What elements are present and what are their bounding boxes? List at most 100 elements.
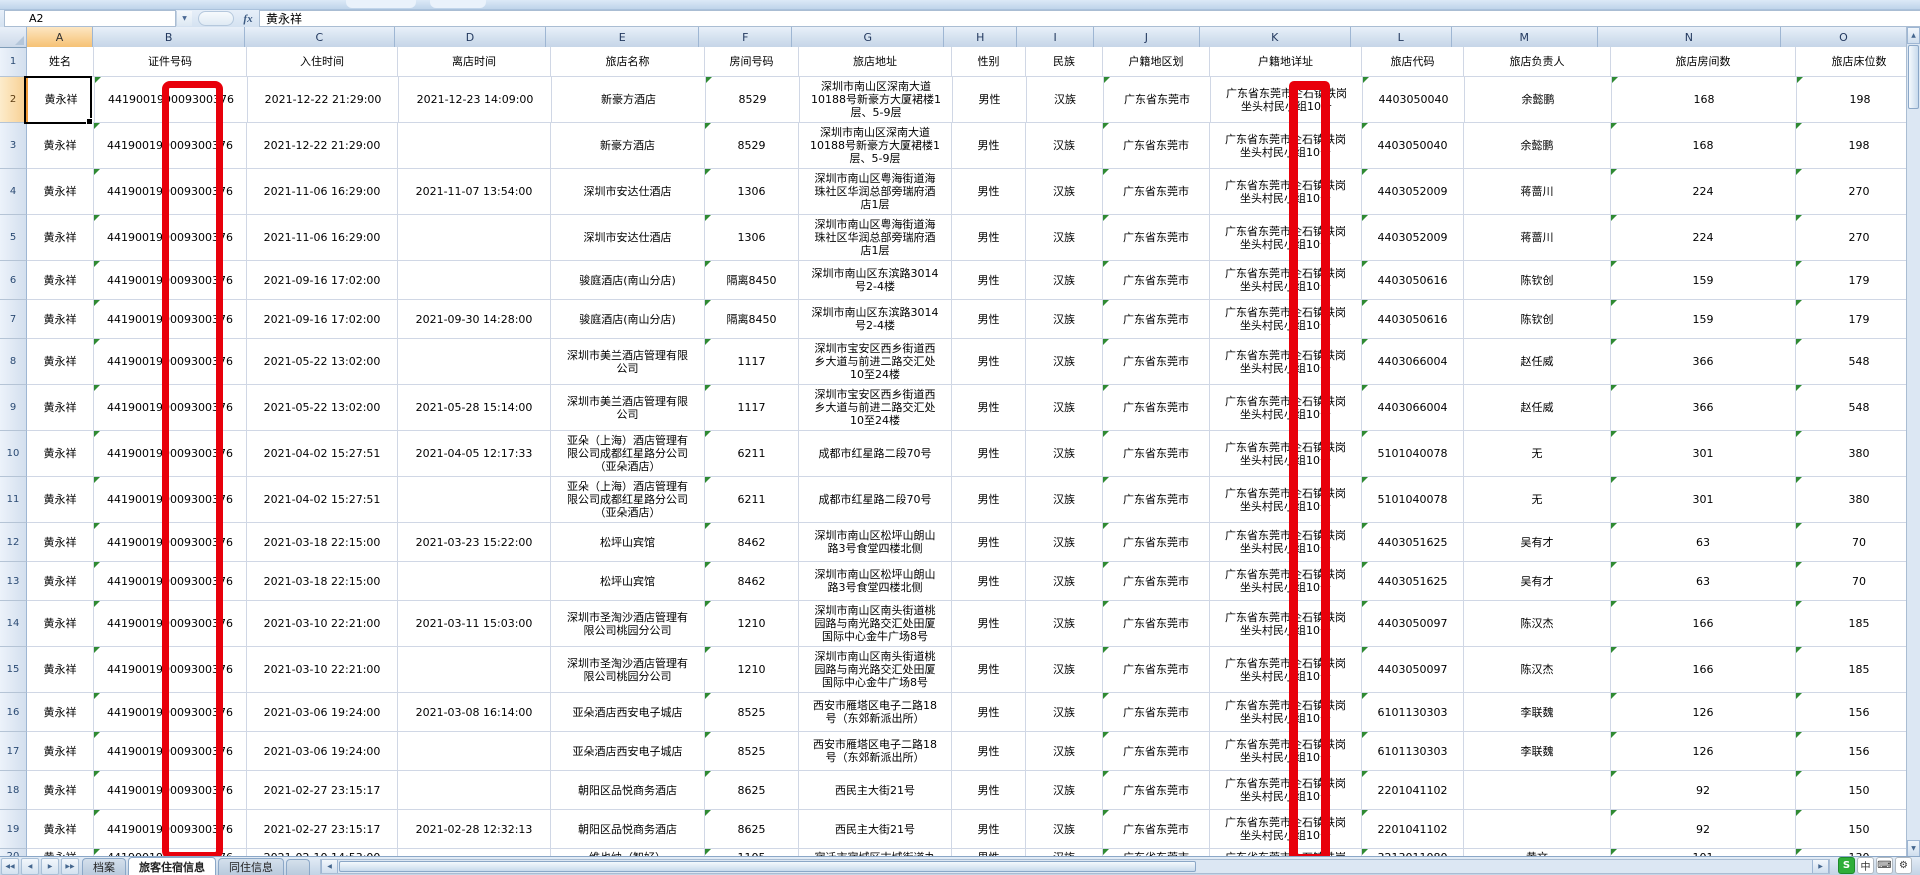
cell-E7[interactable]: 骏庭酒店(南山分店) [551,300,705,339]
cell-L14[interactable]: 4403050097 [1362,601,1464,647]
cell-J14[interactable]: 广东省东莞市 [1103,601,1210,647]
row-header-18[interactable]: 18 [0,771,27,810]
cell-F6[interactable]: 隔离8450 [705,261,799,300]
cell-I13[interactable]: 汉族 [1026,562,1103,601]
cell-O4[interactable]: 270 [1796,169,1907,215]
cell-D2[interactable]: 2021-12-23 14:09:00 [399,77,552,123]
cell-G13[interactable]: 深圳市南山区松坪山朗山 路3号食堂四楼北侧 [799,562,952,601]
cell-I11[interactable]: 汉族 [1026,477,1103,523]
row-header-4[interactable]: 4 [0,169,27,215]
cell-L19[interactable]: 2201041102 [1362,810,1464,849]
cell-O7[interactable]: 179 [1796,300,1907,339]
cell-L15[interactable]: 4403050097 [1362,647,1464,693]
select-all-button[interactable] [0,27,27,48]
cell-M2[interactable]: 余懿鹏 [1465,77,1612,123]
cell-D11[interactable] [398,477,551,523]
cell-L12[interactable]: 4403051625 [1362,523,1464,562]
cell-N3[interactable]: 168 [1611,123,1796,169]
cell-G1[interactable]: 旅店地址 [799,47,952,77]
cell-F15[interactable]: 1210 [705,647,799,693]
cell-I3[interactable]: 汉族 [1026,123,1103,169]
cell-J17[interactable]: 广东省东莞市 [1103,732,1210,771]
cell-C4[interactable]: 2021-11-06 16:29:00 [247,169,398,215]
cell-K20[interactable]: 广东省东莞市企石镇铁岗 坐头村民小组10号 [1210,849,1362,857]
cell-I5[interactable]: 汉族 [1026,215,1103,261]
cell-M5[interactable]: 蒋蔷川 [1464,215,1611,261]
cell-E19[interactable]: 朝阳区品悦商务酒店 [551,810,705,849]
cell-C18[interactable]: 2021-02-27 23:15:17 [247,771,398,810]
cell-J2[interactable]: 广东省东莞市 [1104,77,1211,123]
row-header-16[interactable]: 16 [0,693,27,732]
cell-C14[interactable]: 2021-03-10 22:21:00 [247,601,398,647]
cell-N16[interactable]: 126 [1611,693,1796,732]
cell-J6[interactable]: 广东省东莞市 [1103,261,1210,300]
cell-N10[interactable]: 301 [1611,431,1796,477]
ime-keyboard-icon[interactable]: ⌨ [1876,857,1893,874]
cell-O20[interactable]: 130 [1796,849,1907,857]
ime-chinese-mode-icon[interactable]: 中 [1857,857,1874,874]
cell-G3[interactable]: 深圳市南山区深南大道 10188号新豪方大厦裙楼1 层、5-9层 [799,123,952,169]
cell-L20[interactable]: 3213011080 [1362,849,1464,857]
cell-A16[interactable]: 黄永祥 [27,693,94,732]
cell-G10[interactable]: 成都市红星路二段70号 [799,431,952,477]
cell-G4[interactable]: 深圳市南山区粤海街道海 珠社区华润总部旁瑞府酒 店1层 [799,169,952,215]
cell-M9[interactable]: 赵任威 [1464,385,1611,431]
cell-J3[interactable]: 广东省东莞市 [1103,123,1210,169]
cell-C7[interactable]: 2021-09-16 17:02:00 [247,300,398,339]
cell-O6[interactable]: 179 [1796,261,1907,300]
cell-L8[interactable]: 4403066004 [1362,339,1464,385]
cell-M11[interactable]: 无 [1464,477,1611,523]
first-sheet-button[interactable]: ◀◀ [1,857,19,875]
horizontal-scrollbar[interactable]: ◀ ▶ [320,858,1830,874]
cell-D7[interactable]: 2021-09-30 14:28:00 [398,300,551,339]
row-header-11[interactable]: 11 [0,477,27,523]
cell-I16[interactable]: 汉族 [1026,693,1103,732]
cell-E8[interactable]: 深圳市美兰酒店管理有限 公司 [551,339,705,385]
cell-M18[interactable] [1464,771,1611,810]
cell-D18[interactable] [398,771,551,810]
cell-N17[interactable]: 126 [1611,732,1796,771]
cell-K15[interactable]: 广东省东莞市企石镇铁岗 坐头村民小组10号 [1210,647,1362,693]
cell-H2[interactable]: 男性 [953,77,1027,123]
cell-A13[interactable]: 黄永祥 [27,562,94,601]
cell-I20[interactable]: 汉族 [1026,849,1103,857]
cell-N13[interactable]: 63 [1611,562,1796,601]
cell-I8[interactable]: 汉族 [1026,339,1103,385]
cell-E17[interactable]: 亚朵酒店西安电子城店 [551,732,705,771]
cell-N12[interactable]: 63 [1611,523,1796,562]
cell-I2[interactable]: 汉族 [1027,77,1104,123]
cell-G7[interactable]: 深圳市南山区东滨路3014 号2-4楼 [799,300,952,339]
cell-E11[interactable]: 亚朵（上海）酒店管理有 限公司成都红星路分公司 （亚朵酒店） [551,477,705,523]
cell-A17[interactable]: 黄永祥 [27,732,94,771]
cell-N7[interactable]: 159 [1611,300,1796,339]
cell-J18[interactable]: 广东省东莞市 [1103,771,1210,810]
cell-K4[interactable]: 广东省东莞市企石镇铁岗 坐头村民小组10号 [1210,169,1362,215]
cell-C10[interactable]: 2021-04-02 15:27:51 [247,431,398,477]
cell-G19[interactable]: 西民主大街21号 [799,810,952,849]
cell-K11[interactable]: 广东省东莞市企石镇铁岗 坐头村民小组10号 [1210,477,1362,523]
cell-D1[interactable]: 离店时间 [398,47,551,77]
cell-E18[interactable]: 朝阳区品悦商务酒店 [551,771,705,810]
cell-C13[interactable]: 2021-03-18 22:15:00 [247,562,398,601]
cell-D14[interactable]: 2021-03-11 15:03:00 [398,601,551,647]
cell-C1[interactable]: 入住时间 [247,47,398,77]
cell-O15[interactable]: 185 [1796,647,1907,693]
cell-N19[interactable]: 92 [1611,810,1796,849]
cell-M13[interactable]: 吴有才 [1464,562,1611,601]
cell-M17[interactable]: 李联魏 [1464,732,1611,771]
row-header-5[interactable]: 5 [0,215,27,261]
cell-F19[interactable]: 8625 [705,810,799,849]
cell-I15[interactable]: 汉族 [1026,647,1103,693]
cell-H7[interactable]: 男性 [952,300,1026,339]
cell-L7[interactable]: 4403050616 [1362,300,1464,339]
cell-B1[interactable]: 证件号码 [94,47,247,77]
cell-H18[interactable]: 男性 [952,771,1026,810]
cell-D9[interactable]: 2021-05-28 15:14:00 [398,385,551,431]
horizontal-scroll-thumb[interactable] [339,860,1196,872]
cell-D12[interactable]: 2021-03-23 15:22:00 [398,523,551,562]
cell-G14[interactable]: 深圳市南山区南头街道桃 园路与南光路交汇处田厦 国际中心金牛广场8号 [799,601,952,647]
scroll-down-button[interactable]: ▼ [1907,840,1920,857]
cell-M7[interactable]: 陈钦创 [1464,300,1611,339]
cell-F17[interactable]: 8525 [705,732,799,771]
column-header-M[interactable]: M [1451,27,1598,48]
